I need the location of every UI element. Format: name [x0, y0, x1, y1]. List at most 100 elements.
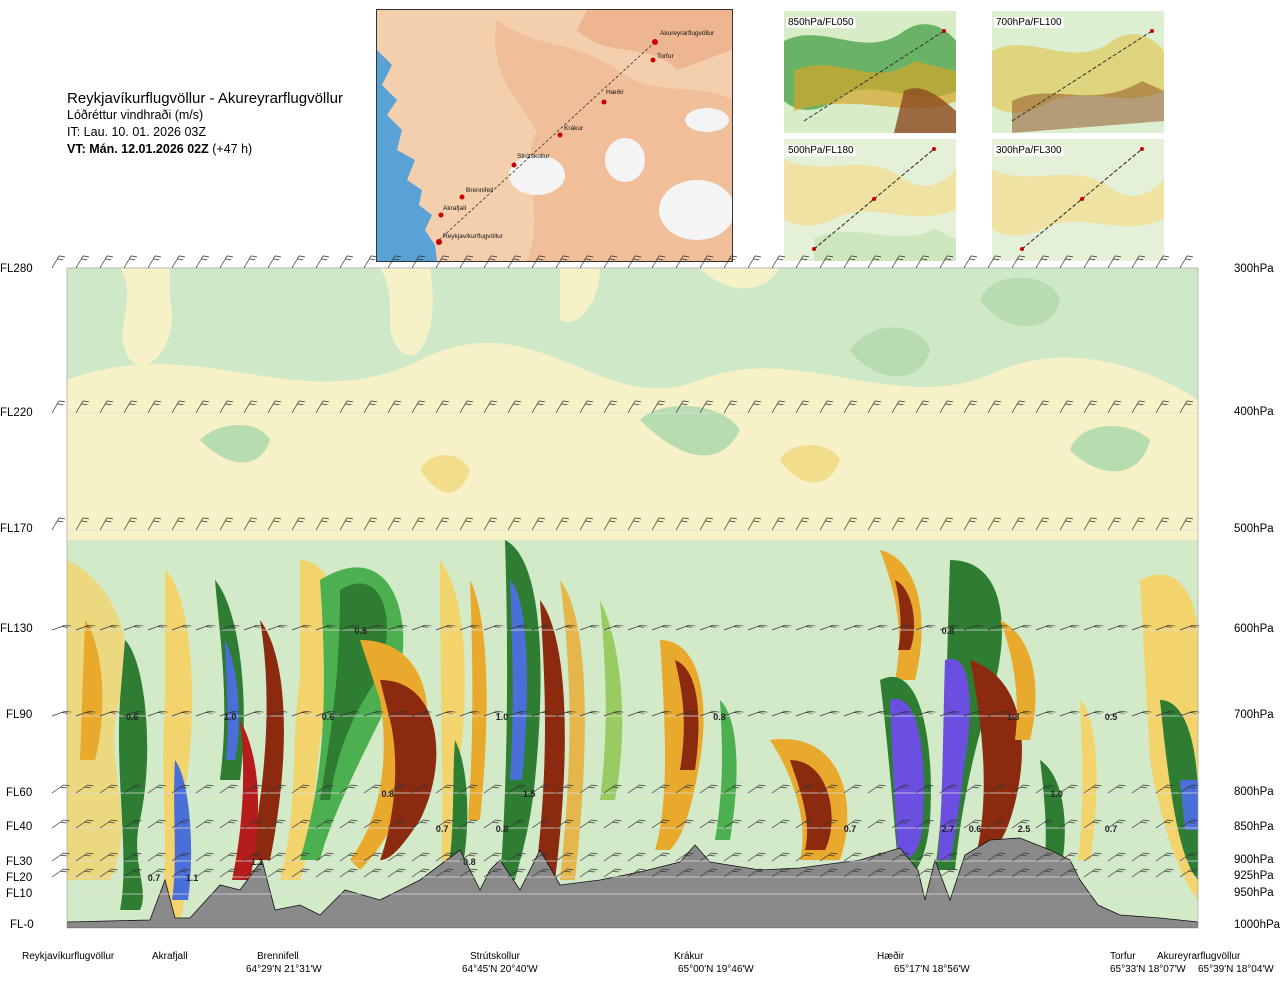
wind-barb	[1035, 517, 1050, 531]
wind-barb	[435, 784, 454, 794]
wind-barb	[651, 784, 670, 794]
thumbnail-700hpa[interactable]: 700hPa/FL100	[992, 11, 1164, 133]
contour-label-14: 0.7	[844, 824, 857, 834]
wind-barb	[243, 819, 262, 829]
wind-barb	[699, 819, 718, 829]
wind-barb	[795, 624, 816, 631]
wind-barb	[1083, 400, 1098, 414]
wind-barb	[483, 868, 502, 878]
wind-barb	[675, 868, 694, 878]
wind-barb	[147, 517, 162, 531]
contour-label-2: 0.6	[322, 712, 335, 722]
wind-barb	[267, 868, 286, 878]
wind-barb	[51, 819, 70, 829]
level-left-fl0: FL-0	[10, 919, 34, 931]
contour-label-7: 0.7	[436, 824, 449, 834]
wind-barb	[507, 624, 528, 631]
wind-barb	[147, 784, 166, 794]
location-coord-krakur: 65°00'N 19°46'W	[678, 964, 754, 975]
wind-barb	[123, 819, 142, 829]
map-label-haedir: Hæðir	[606, 88, 625, 96]
plot-frame	[66, 267, 1199, 929]
wind-barb	[507, 819, 526, 829]
wind-barb	[171, 710, 192, 717]
location-label-torfur: Torfur	[1110, 951, 1136, 962]
wind-barb	[819, 517, 834, 531]
wind-barb	[603, 852, 622, 862]
wind-barb	[963, 255, 978, 269]
location-label-haedir: Hæðir	[877, 951, 905, 962]
wind-barb	[435, 868, 454, 878]
wind-barb	[195, 852, 214, 862]
wind-barb	[531, 819, 550, 829]
wind-barb	[315, 852, 334, 862]
wind-barb	[531, 710, 552, 717]
wind-barb	[843, 400, 858, 414]
wind-barb	[675, 819, 694, 829]
wind-barb	[171, 819, 190, 829]
wind-barb	[843, 517, 858, 531]
wind-barb	[75, 819, 94, 829]
wind-barb	[51, 710, 72, 717]
wind-barb	[603, 710, 624, 717]
wind-barb	[1035, 852, 1054, 862]
wind-barb	[1011, 819, 1030, 829]
wind-barb	[459, 868, 478, 878]
thumbnail-300hpa-label: 300hPa/FL300	[994, 145, 1064, 156]
thumbnail-850hpa[interactable]: 850hPa/FL050	[784, 11, 956, 133]
wind-barb	[963, 517, 978, 531]
wind-barb	[483, 819, 502, 829]
wind-barb	[1059, 710, 1080, 717]
wind-barb	[171, 868, 190, 878]
thumbnail-500hpa-label: 500hPa/FL180	[786, 145, 856, 156]
wind-barb	[867, 624, 888, 631]
wind-barb	[123, 400, 138, 414]
parameter-title: Lóðréttur vindhraði (m/s)	[67, 108, 204, 122]
wind-barb	[387, 784, 406, 794]
wind-barb	[555, 784, 574, 794]
wind-barb	[723, 517, 738, 531]
wind-barb	[651, 852, 670, 862]
wind-barb	[339, 784, 358, 794]
wind-barb	[891, 624, 912, 631]
contour-label-4: 0.8	[382, 789, 395, 799]
wind-barb	[531, 784, 550, 794]
thumbnail-300hpa[interactable]: 300hPa/FL300	[992, 139, 1164, 261]
wind-barb	[675, 784, 694, 794]
wind-barb	[171, 255, 186, 269]
wind-barb	[507, 784, 526, 794]
contour-label-15: 0.8	[942, 626, 955, 636]
wind-barb	[435, 517, 450, 531]
wind-barb	[291, 819, 310, 829]
wind-barb	[1035, 868, 1054, 878]
wind-barb	[699, 624, 720, 631]
wind-barb	[771, 517, 786, 531]
wind-barb	[267, 819, 286, 829]
thumbnail-850hpa-svg	[784, 11, 956, 133]
wind-barb	[747, 517, 762, 531]
wind-barb	[651, 710, 672, 717]
wind-barb	[411, 819, 430, 829]
wind-barb	[459, 852, 478, 862]
wind-barb	[411, 784, 430, 794]
wind-barb	[267, 400, 282, 414]
level-right-600: 600hPa	[1234, 623, 1274, 635]
wind-barb	[915, 400, 930, 414]
contour-label-21: 1.0	[1050, 789, 1063, 799]
wind-barb	[1107, 710, 1128, 717]
wind-barb	[291, 852, 310, 862]
wind-barb	[171, 784, 190, 794]
contour-label-20: 2.5	[1018, 824, 1031, 834]
wind-barb	[99, 624, 120, 631]
wind-barb	[771, 624, 792, 631]
wind-barb	[1155, 517, 1170, 531]
wind-barb	[171, 852, 190, 862]
thumbnail-500hpa[interactable]: 500hPa/FL180	[784, 139, 956, 261]
wind-barb	[147, 819, 166, 829]
wind-barb	[987, 852, 1006, 862]
wind-barb	[51, 784, 70, 794]
map-label-reykjavik: Reykjavíkurflugvöllur	[443, 233, 504, 240]
wind-barb	[675, 710, 696, 717]
wind-barb	[531, 868, 550, 878]
wind-barb	[195, 710, 216, 717]
